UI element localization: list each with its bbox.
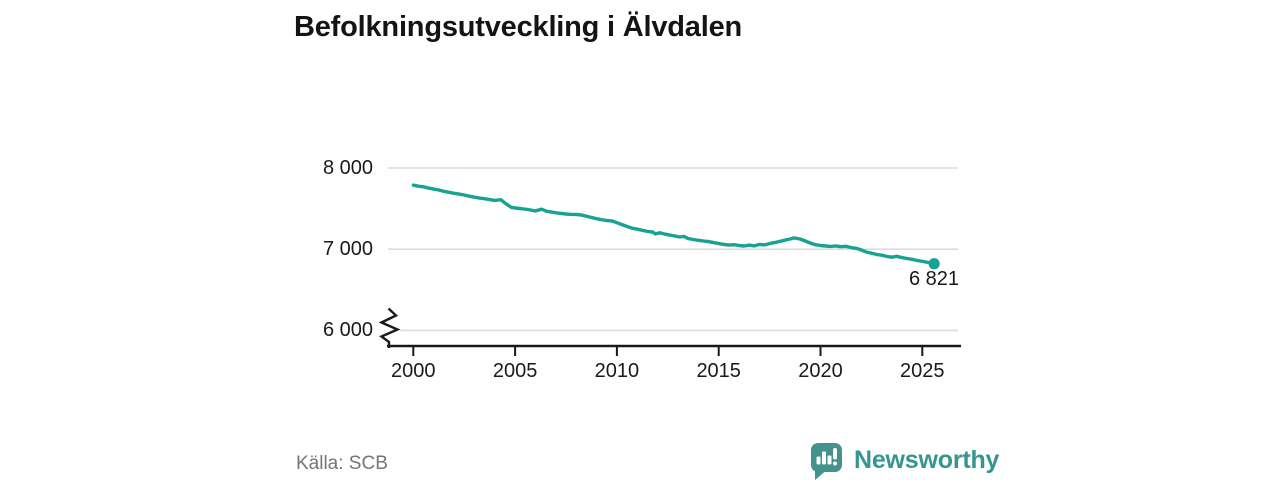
population-line bbox=[411, 183, 936, 266]
axis-break-zigzag bbox=[378, 307, 401, 348]
newsworthy-logo-text: Newsworthy bbox=[854, 446, 1000, 474]
last-value-label: 6 821 bbox=[908, 268, 960, 290]
x-tick-label: 2000 bbox=[391, 360, 436, 382]
newsworthy-speech-bubble-chart-icon bbox=[811, 443, 842, 480]
end-point-dot bbox=[928, 258, 940, 270]
newsworthy-logo: Newsworthy bbox=[810, 442, 999, 480]
y-tick-label: 7 000 bbox=[322, 238, 373, 261]
source-label: Källa: SCB bbox=[296, 453, 388, 474]
chart-title: Befolkningsutveckling i Älvdalen bbox=[294, 11, 743, 43]
y-tick-label: 6 000 bbox=[322, 319, 373, 342]
y-tick-label: 8 000 bbox=[322, 157, 373, 179]
x-tick-label: 2010 bbox=[594, 360, 640, 382]
x-tick-label: 2005 bbox=[492, 360, 538, 382]
x-tick-label: 2025 bbox=[900, 360, 945, 382]
x-tick-label: 2015 bbox=[696, 360, 741, 382]
x-tick-label: 2020 bbox=[798, 360, 843, 382]
